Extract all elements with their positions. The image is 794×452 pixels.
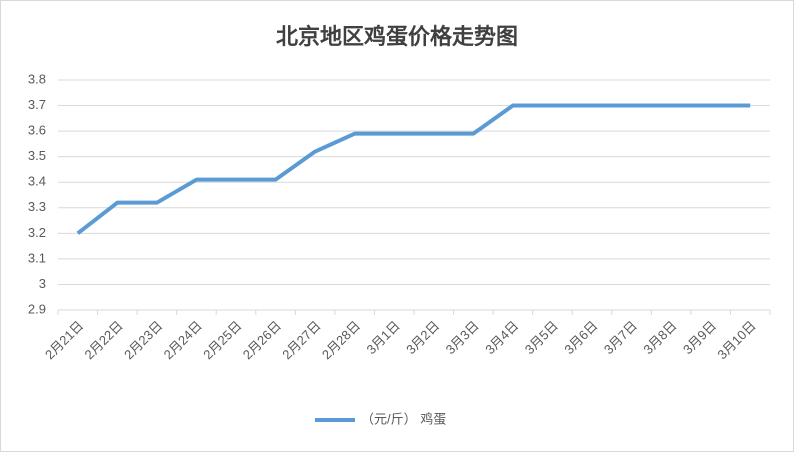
data-line — [76, 103, 751, 235]
y-tick-label: 3.8 — [28, 71, 46, 86]
y-tick-label: 3.2 — [28, 225, 46, 240]
y-tick-label: 3 — [39, 276, 46, 291]
y-tick-label: 3.3 — [28, 199, 46, 214]
y-tick-label: 2.9 — [28, 301, 46, 316]
y-tick-label: 3.1 — [28, 250, 46, 265]
y-tick-label: 3.4 — [28, 174, 46, 189]
chart-title: 北京地区鸡蛋价格走势图 — [276, 24, 518, 49]
legend-label: （元/斤） 鸡蛋 — [361, 411, 446, 426]
y-tick-label: 3.6 — [28, 123, 46, 138]
y-tick-label: 3.5 — [28, 148, 46, 163]
y-tick-label: 3.7 — [28, 97, 46, 112]
